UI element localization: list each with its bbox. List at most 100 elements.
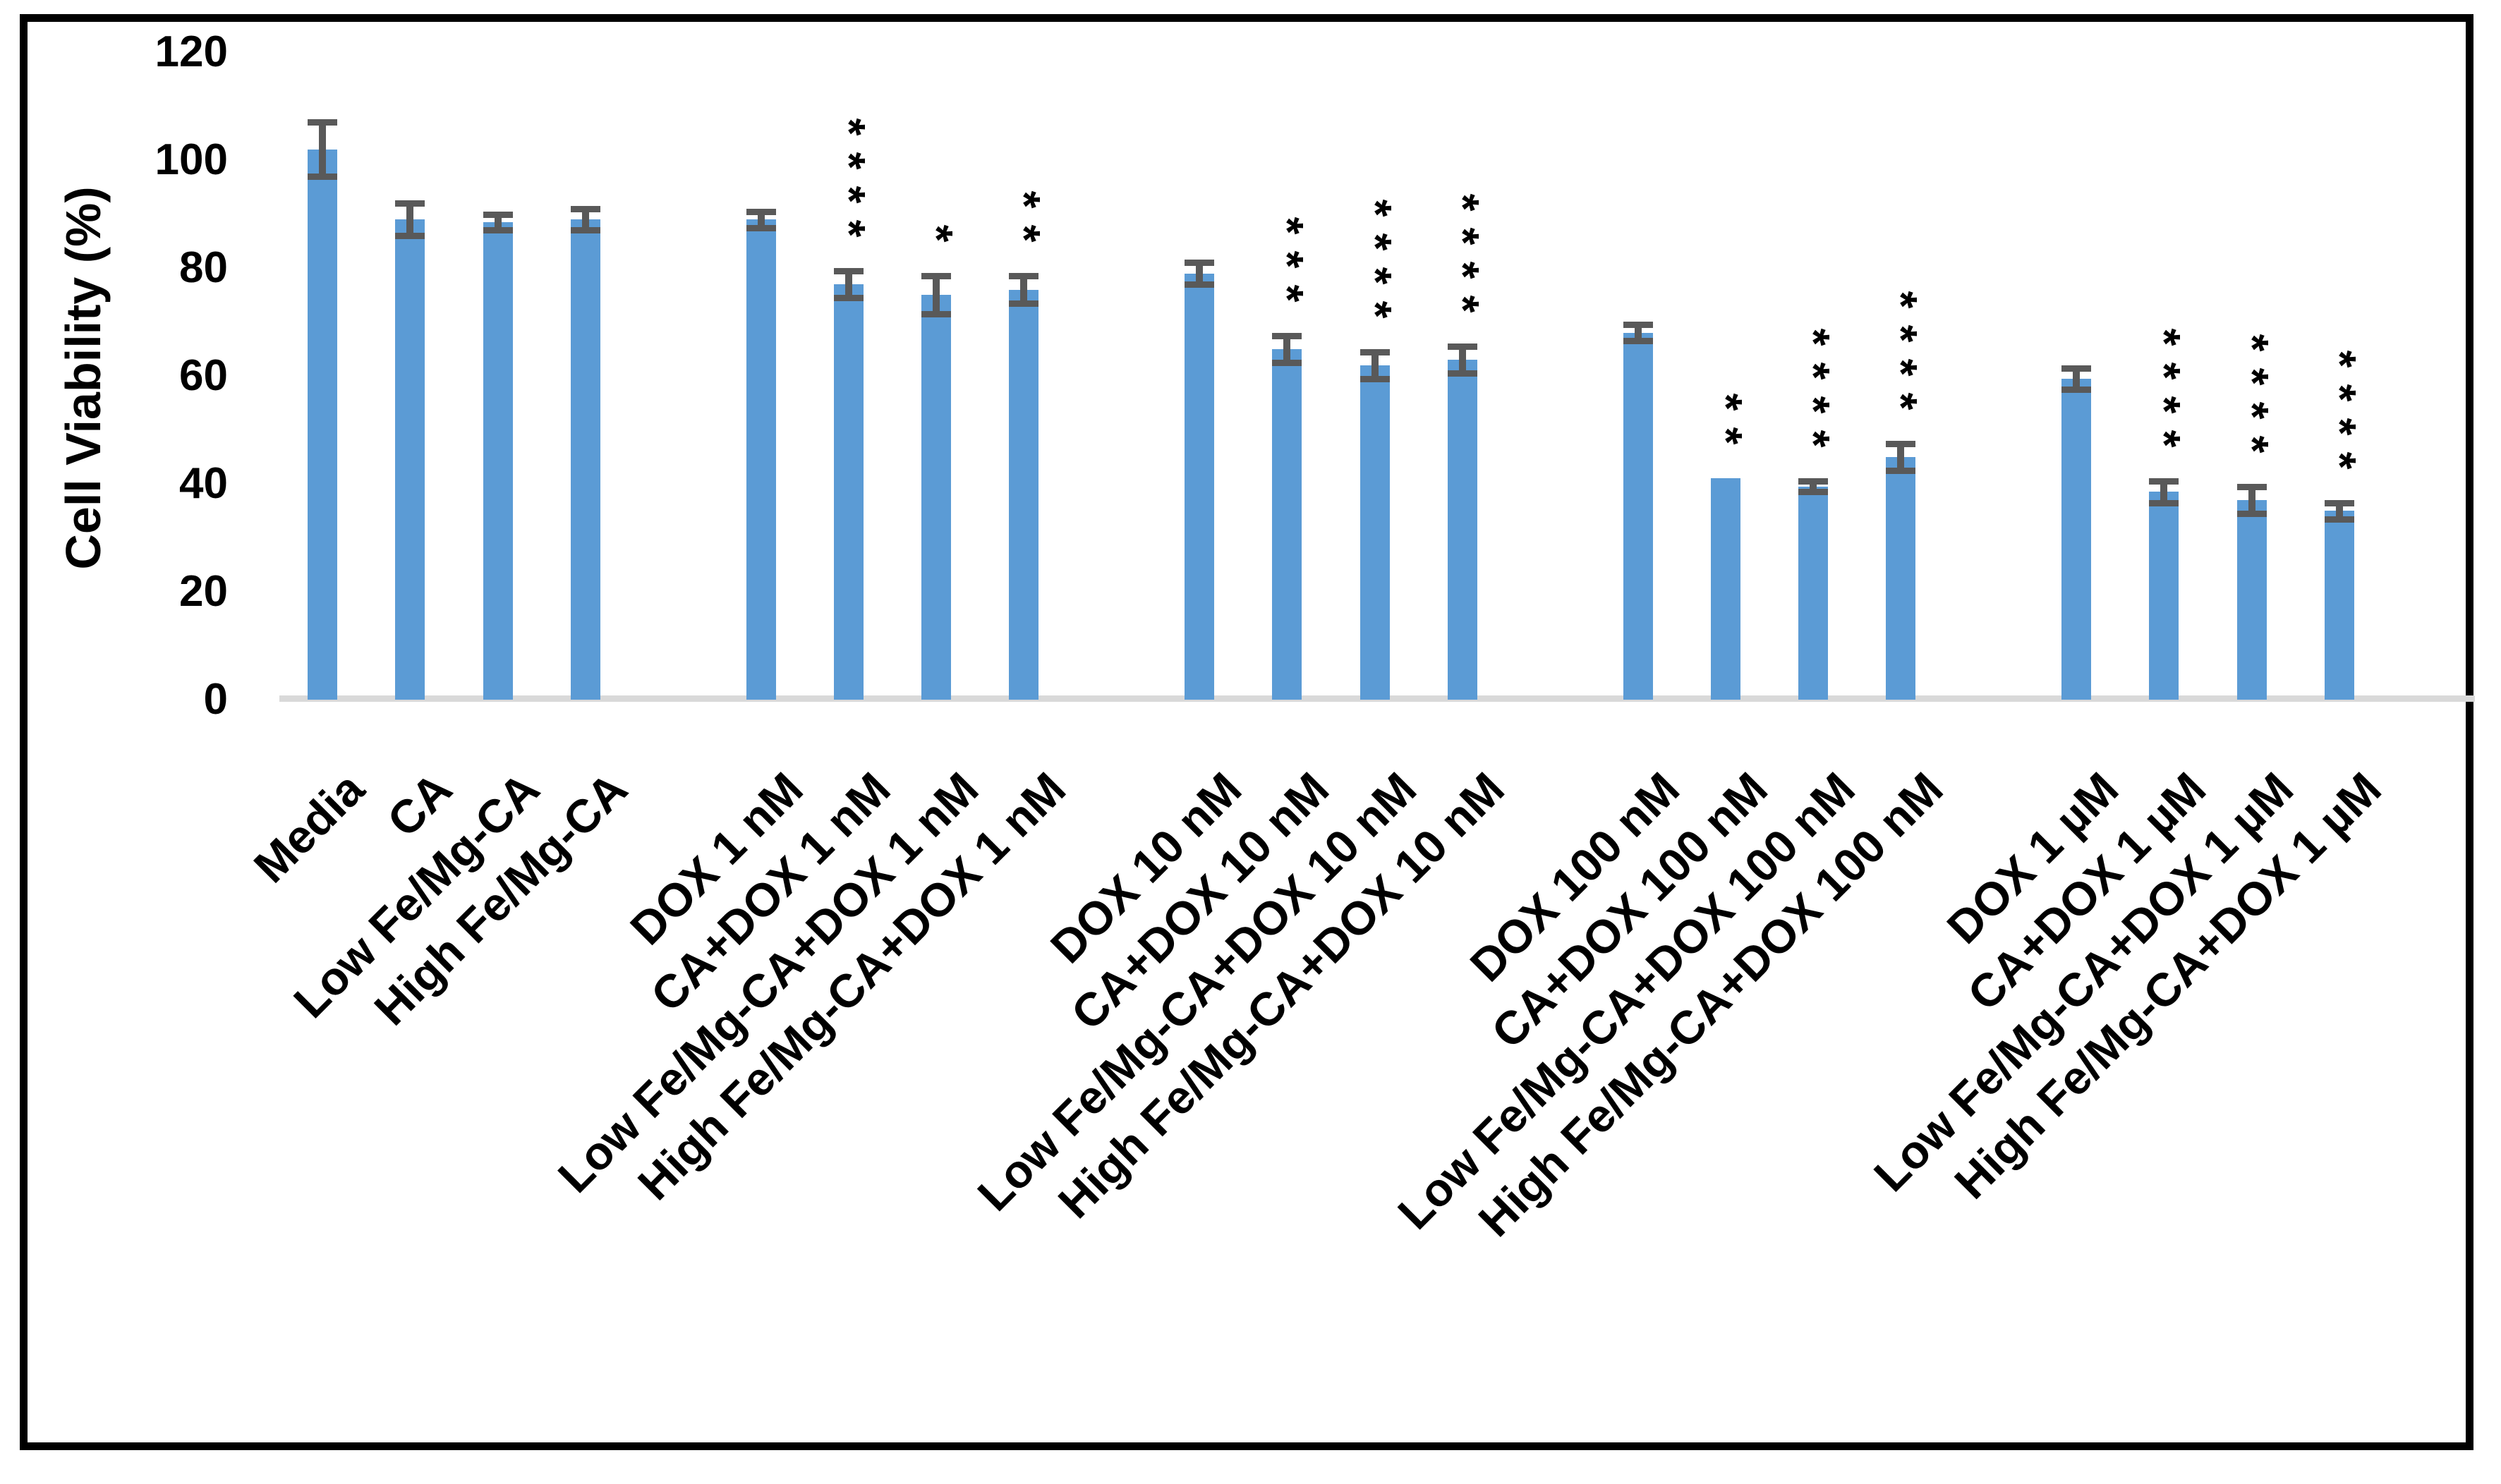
- bar: [1009, 289, 1039, 700]
- error-bar-cap: [921, 273, 952, 280]
- error-bar-cap: [1886, 467, 1916, 474]
- y-tick-label: 60: [179, 351, 228, 400]
- error-bar: [933, 276, 940, 315]
- error-bar-cap: [1798, 478, 1829, 485]
- y-tick-label: 100: [155, 135, 228, 184]
- error-bar-cap: [1272, 332, 1302, 339]
- error-bar: [319, 122, 326, 176]
- error-bar-cap: [308, 119, 337, 126]
- error-bar: [2248, 486, 2255, 514]
- significance-stars: *: [912, 217, 962, 250]
- significance-stars: * * * *: [2139, 320, 2190, 456]
- asterisk-icon: *: [1262, 284, 1314, 303]
- bar: [483, 221, 513, 700]
- bar: [1798, 486, 1829, 700]
- y-tick-label: 120: [155, 28, 228, 76]
- error-bar: [1634, 324, 1642, 341]
- error-bar: [1458, 346, 1466, 374]
- bar: [2236, 499, 2267, 700]
- bar: [2061, 378, 2091, 700]
- asterisk-icon: *: [823, 219, 875, 238]
- asterisk-icon: *: [2314, 451, 2366, 470]
- error-bar: [2160, 481, 2168, 503]
- y-tick-label: 40: [179, 459, 228, 508]
- bar: [1710, 478, 1740, 700]
- error-bar-cap: [746, 208, 776, 215]
- error-bar-cap: [1272, 359, 1302, 366]
- error-bar-cap: [1185, 260, 1214, 267]
- asterisk-icon: *: [1350, 300, 1401, 319]
- error-bar: [406, 203, 414, 236]
- significance-stars: * * * *: [1788, 320, 1839, 456]
- error-bar: [757, 211, 765, 228]
- error-bar-cap: [833, 295, 864, 302]
- asterisk-icon: *: [1700, 427, 1752, 445]
- significance-stars: * * * *: [2227, 326, 2278, 461]
- error-bar-cap: [921, 311, 952, 318]
- asterisk-icon: *: [2227, 435, 2278, 454]
- error-bar-cap: [1185, 281, 1214, 288]
- figure-border: [20, 14, 2473, 1450]
- error-bar: [2335, 502, 2343, 519]
- error-bar-cap: [1359, 375, 1390, 382]
- significance-stars: * *: [1701, 385, 1752, 453]
- error-bar-cap: [2149, 499, 2179, 506]
- error-bar: [1371, 351, 1379, 379]
- error-bar-cap: [1009, 300, 1039, 307]
- bar: [1447, 360, 1477, 700]
- significance-stars: * * * *: [1438, 186, 1489, 321]
- error-bar-cap: [833, 267, 864, 274]
- significance-stars: * * *: [1262, 209, 1313, 310]
- significance-stars: * * * *: [2315, 342, 2366, 478]
- error-bar: [1196, 262, 1203, 284]
- error-bar: [1810, 481, 1817, 492]
- error-bar-cap: [483, 227, 513, 234]
- error-bar-cap: [1009, 273, 1039, 280]
- error-bar-cap: [308, 173, 337, 180]
- asterisk-icon: *: [999, 225, 1050, 243]
- error-bar-cap: [395, 200, 425, 207]
- bar: [1272, 348, 1302, 700]
- asterisk-icon: *: [1876, 392, 1927, 410]
- error-bar: [581, 208, 589, 231]
- asterisk-icon: *: [2139, 430, 2191, 448]
- error-bar: [1283, 335, 1291, 363]
- bar: [2324, 511, 2354, 700]
- significance-stars: * * * *: [1876, 283, 1927, 418]
- error-bar-cap: [1447, 370, 1477, 377]
- error-bar-cap: [1359, 348, 1390, 355]
- error-bar-cap: [1798, 489, 1829, 496]
- bar: [570, 219, 600, 700]
- error-bar: [494, 214, 502, 231]
- error-bar-cap: [1623, 338, 1653, 345]
- error-bar-cap: [2236, 511, 2267, 518]
- error-bar: [1020, 276, 1028, 303]
- error-bar-cap: [2061, 387, 2091, 394]
- significance-stars: * *: [999, 183, 1050, 250]
- bar: [746, 219, 776, 700]
- error-bar-cap: [2061, 365, 2091, 372]
- error-bar: [2073, 367, 2080, 390]
- asterisk-icon: *: [1437, 295, 1489, 313]
- error-bar: [1897, 443, 1905, 470]
- bar: [395, 219, 425, 700]
- y-tick-label: 0: [203, 675, 228, 724]
- error-bar: [844, 270, 852, 298]
- error-bar-cap: [483, 211, 513, 218]
- significance-stars: * * * *: [1350, 191, 1401, 327]
- bar: [921, 295, 952, 700]
- asterisk-icon: *: [912, 225, 963, 243]
- error-bar-cap: [2324, 499, 2354, 506]
- error-bar-cap: [2236, 483, 2267, 490]
- bar: [2149, 492, 2179, 700]
- bar: [833, 284, 864, 700]
- error-bar-cap: [746, 224, 776, 231]
- error-bar-cap: [395, 233, 425, 240]
- bar: [1185, 273, 1214, 700]
- error-bar-cap: [2149, 478, 2179, 485]
- bar: [1886, 456, 1916, 700]
- error-bar-cap: [1623, 322, 1653, 329]
- error-bar-cap: [2324, 516, 2354, 523]
- error-bar-cap: [1447, 343, 1477, 350]
